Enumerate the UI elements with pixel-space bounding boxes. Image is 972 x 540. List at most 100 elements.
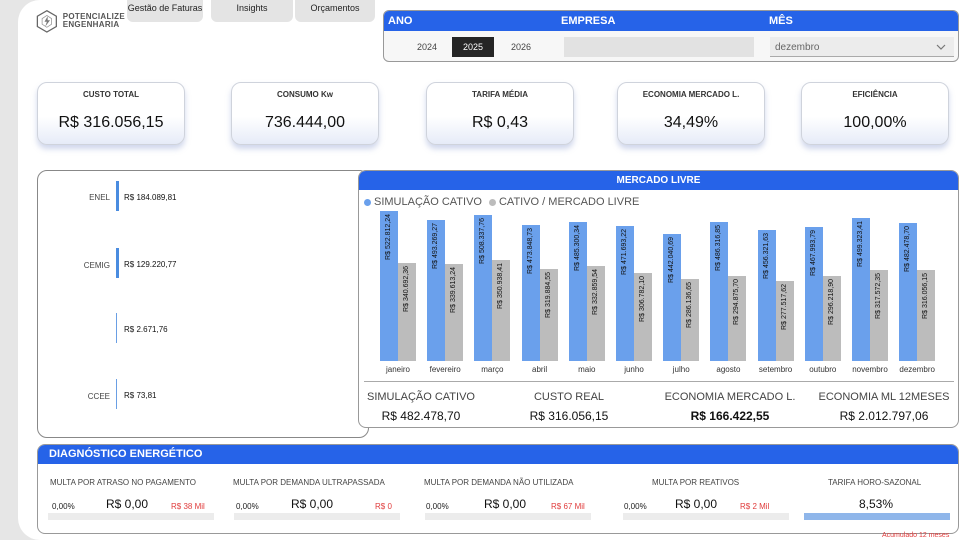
bar-data-label: R$ 350.938,41 [497, 263, 505, 310]
summary-label: ECONOMIA MERCADO L. [664, 391, 796, 403]
diagnostico-title: DIAGNÓSTICO ENERGÉTICO [38, 445, 958, 464]
bar-data-label: R$ 277.517,62 [780, 284, 788, 331]
list-item-name: ENEL [89, 193, 110, 202]
bar-cativo-ml-janeiro[interactable] [398, 263, 416, 361]
mercado-livre-panel: MERCADO LIVRE SIMULAÇÃO CATIVO CATIVO / … [358, 170, 959, 428]
tab-insights[interactable]: Insights [211, 0, 293, 22]
bar-data-label: R$ 456.321,63 [762, 233, 770, 280]
kpi-value: 100,00% [843, 114, 907, 131]
bar-data-label: R$ 467.993,79 [809, 229, 817, 276]
bar-simulacao-março[interactable] [474, 215, 493, 361]
legend-item-simulacao[interactable]: SIMULAÇÃO CATIVO [374, 196, 482, 208]
bar-cativo-ml-agosto[interactable] [728, 276, 747, 361]
tab-orcamentos[interactable]: Orçamentos [295, 0, 375, 22]
bar-cativo-ml-dezembro[interactable] [917, 270, 936, 361]
bar-data-label: R$ 442.040,69 [668, 237, 676, 284]
bar-simulacao-maio[interactable] [568, 221, 587, 361]
bar-simulacao-junho[interactable] [616, 225, 634, 361]
bar-simulacao-setembro[interactable] [757, 230, 776, 361]
mes-dropdown[interactable]: dezembro [770, 37, 954, 57]
list-item-name: CCEE [87, 392, 110, 401]
bar-simulacao-agosto[interactable] [710, 221, 729, 361]
diag-value: R$ 0,00 [484, 497, 527, 511]
kpi-value: R$ 316.056,15 [58, 114, 164, 131]
diag-red-value: R$ 0 [375, 502, 392, 511]
diag-red-value: R$ 38 Mil [171, 502, 205, 511]
bar-cativo-ml-fevereiro[interactable] [445, 263, 464, 361]
diag-value: R$ 0,00 [291, 497, 334, 511]
diag-pct: 0,00% [52, 502, 75, 511]
bar-cativo-ml-outubro[interactable] [822, 276, 841, 361]
bar-cativo-ml-março[interactable] [492, 260, 511, 361]
legend-dot-gray [488, 198, 496, 206]
bar-simulacao-abril[interactable] [521, 225, 540, 361]
bar-cativo-ml-julho[interactable] [681, 278, 700, 361]
bar-data-label: R$ 486.316,85 [715, 224, 723, 271]
bar-cativo-ml-junho[interactable] [634, 273, 652, 361]
tab-label: Orçamentos [310, 3, 360, 13]
kpi-label: ECONOMIA MERCADO L. [642, 90, 740, 99]
bar-simulacao-fevereiro[interactable] [427, 219, 446, 361]
x-tick-label: junho [624, 365, 644, 374]
bar-cativo-ml-novembro[interactable] [870, 269, 888, 361]
distribuidoras-panel: ENEL R$ 184.089,81 CEMIG R$ 129.220,77 R… [37, 170, 369, 438]
chart-legend: SIMULAÇÃO CATIVO CATIVO / MERCADO LIVRE [364, 196, 639, 208]
bar-data-label: R$ 316.056,15 [922, 273, 930, 320]
bar-cativo-ml-setembro[interactable] [775, 281, 794, 361]
bar-simulacao-novembro[interactable] [852, 217, 870, 361]
x-tick-label: setembro [758, 365, 793, 374]
kpi-card-consumo: CONSUMO Kw 736.444,00 [231, 82, 379, 145]
legend-item-cativo-ml[interactable]: CATIVO / MERCADO LIVRE [498, 196, 640, 208]
bar-data-label: R$ 522.812,24 [385, 214, 392, 261]
x-tick-label: fevereiro [429, 365, 461, 374]
diag-progress-track [48, 513, 214, 520]
bar-data-label: R$ 296.218,90 [827, 279, 835, 326]
bar-data-label: R$ 499.323,41 [857, 220, 864, 267]
ano-label: ANO [388, 15, 413, 27]
kpi-value: R$ 0,43 [471, 114, 529, 131]
tab-gestao-faturas[interactable]: Gestão de Faturas [127, 0, 203, 22]
summary-divider [364, 381, 954, 382]
x-tick-label: janeiro [385, 365, 410, 374]
bar-data-label: R$ 339.613,24 [450, 266, 458, 313]
mes-value: dezembro [775, 42, 820, 53]
list-item-bar [116, 313, 117, 343]
bar-cativo-ml-maio[interactable] [586, 265, 605, 361]
year-2024-button[interactable]: 2024 [416, 42, 438, 52]
diag-progress-track [623, 513, 789, 520]
bar-data-label: R$ 332.859,54 [591, 268, 599, 315]
diag-progress-track [425, 513, 591, 520]
summary-label: SIMULAÇÃO CATIVO [367, 391, 475, 403]
list-item-bar [116, 248, 119, 278]
bar-cativo-ml-abril[interactable] [539, 269, 558, 361]
empresa-label: EMPRESA [561, 15, 616, 27]
summary-value: R$ 2.012.797,06 [839, 409, 929, 423]
bar-data-label: R$ 340.692,36 [403, 266, 410, 313]
list-item-value: R$ 184.089,81 [124, 193, 177, 202]
bar-simulacao-janeiro[interactable] [380, 211, 398, 361]
kpi-label: EFICIÊNCIA [852, 90, 898, 99]
kpi-card-custo-total: CUSTO TOTAL R$ 316.056,15 [37, 82, 185, 145]
tarifa-horo-sazonal-label: TARIFA HORO-SAZONAL [828, 478, 922, 487]
bar-data-label: R$ 485.300,34 [573, 224, 581, 271]
year-2026-button[interactable]: 2026 [510, 42, 532, 52]
filter-panel: ANO EMPRESA MÊS 2024 2025 2026 dezembro [383, 10, 959, 62]
kpi-label: CONSUMO Kw [277, 90, 333, 99]
bar-data-label: R$ 508.337,76 [479, 218, 487, 265]
bar-data-label: R$ 294.875,70 [733, 279, 741, 326]
bar-simulacao-dezembro[interactable] [899, 222, 918, 361]
list-item-value: R$ 2.671,76 [124, 325, 168, 334]
diagnostico-panel: DIAGNÓSTICO ENERGÉTICO MULTA POR ATRASO … [37, 444, 959, 534]
x-tick-label: abril [532, 365, 548, 374]
list-item-name: CEMIG [83, 261, 110, 270]
empresa-select[interactable] [564, 37, 754, 57]
diag-label: MULTA POR REATIVOS [652, 478, 740, 487]
year-2025-button[interactable]: 2025 [452, 37, 494, 57]
summary-label: ECONOMIA ML 12MESES [818, 391, 950, 403]
summary-value: R$ 482.478,70 [381, 409, 461, 423]
bar-simulacao-julho[interactable] [663, 234, 682, 361]
tab-label: Insights [236, 3, 268, 13]
tarifa-progress-fill [804, 513, 950, 520]
diag-label: MULTA POR DEMANDA NÃO UTILIZADA [424, 478, 574, 487]
bar-simulacao-outubro[interactable] [804, 226, 823, 361]
